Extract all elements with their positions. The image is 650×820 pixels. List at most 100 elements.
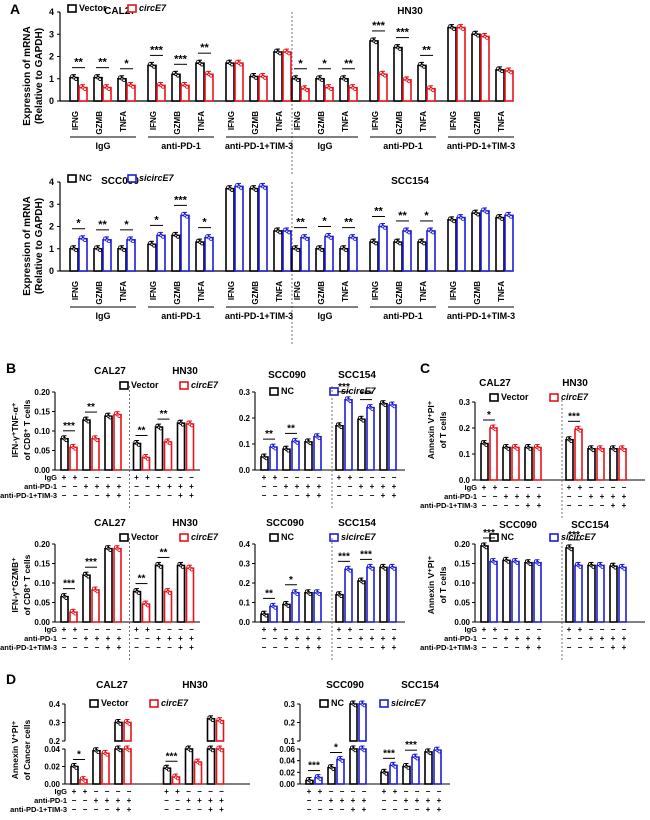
- sig-mark: **: [344, 58, 353, 70]
- gene-label: TNFA: [419, 111, 428, 132]
- data-point: [200, 62, 204, 67]
- treatment-sign: +: [94, 796, 99, 805]
- bar-control: [480, 545, 489, 623]
- y-axis-label: Expression of mRNA: [22, 26, 33, 125]
- y-tick-label: 0.4: [49, 700, 61, 709]
- bar-treatment: [180, 214, 190, 272]
- data-point: [239, 186, 243, 190]
- treatment-sign: +: [189, 482, 194, 491]
- treatment-sign: +: [167, 482, 172, 491]
- bar-treatment: [185, 567, 195, 623]
- data-point: [127, 748, 132, 753]
- treatment-sign: +: [273, 473, 278, 482]
- data-point: [383, 403, 388, 408]
- treatment-sign: +: [156, 482, 161, 491]
- bar-control: [417, 64, 427, 102]
- data-point: [176, 235, 180, 239]
- data-point: [484, 443, 489, 447]
- data-point: [176, 74, 180, 78]
- data-point: [600, 565, 605, 569]
- y-tick-label: 0.06: [279, 745, 295, 754]
- treatment-sign: +: [381, 643, 386, 652]
- bar-control: [176, 422, 186, 471]
- treatment-sign: −: [393, 805, 398, 814]
- y-axis-label-sub: of CD8⁺ T cells: [22, 399, 32, 460]
- bar-treatment: [388, 566, 397, 623]
- bar-control: [69, 76, 79, 102]
- treatment-sign: +: [415, 796, 420, 805]
- treatment-sign: −: [175, 805, 180, 814]
- bar-treatment: [113, 413, 122, 471]
- cell-line-title: CAL27: [94, 518, 126, 529]
- data-point: [278, 230, 282, 235]
- treatment-sign: +: [526, 501, 531, 510]
- legend-label-treatment: circE7: [561, 392, 589, 402]
- data-point: [509, 215, 513, 219]
- treatment-sign: +: [219, 796, 224, 805]
- gene-label: TNFA: [497, 111, 506, 132]
- bar-control: [69, 247, 79, 272]
- treatment-sign: +: [317, 482, 322, 491]
- treatment-sign: +: [95, 634, 100, 643]
- treatment-sign: +: [295, 634, 300, 643]
- treatment-sign: −: [329, 787, 334, 796]
- bar-treatment: [126, 239, 136, 272]
- sig-mark: ***: [360, 549, 372, 560]
- treatment-sign: +: [117, 482, 122, 491]
- treatment-sign: −: [537, 625, 542, 634]
- data-point: [415, 756, 420, 761]
- treatment-sign: −: [578, 501, 583, 510]
- data-point: [287, 230, 291, 235]
- data-point: [107, 87, 111, 91]
- treatment-sign: −: [134, 643, 139, 652]
- y-tick-label: 1: [49, 244, 54, 254]
- treatment-sign: −: [370, 643, 375, 652]
- y-tick-label: 0.1: [239, 440, 251, 449]
- data-point: [393, 765, 398, 769]
- treatment-sign: −: [359, 473, 364, 482]
- treatment-sign: +: [273, 625, 278, 634]
- data-point: [145, 457, 150, 461]
- data-point: [118, 748, 123, 753]
- treatment-sign: −: [578, 634, 583, 643]
- treatment-sign: +: [337, 625, 342, 634]
- treatment-sign: +: [72, 787, 77, 796]
- data-point: [537, 562, 542, 567]
- bar-treatment: [426, 230, 436, 272]
- bar-treatment: [344, 398, 353, 471]
- y-tick-label: 0.00: [34, 618, 50, 627]
- legend-swatch-treatment: [379, 699, 389, 708]
- bar-control: [225, 62, 235, 102]
- bar-treatment: [378, 73, 388, 102]
- bar-control: [471, 212, 481, 272]
- treatment-sign: −: [404, 805, 409, 814]
- gene-label: GZMB: [95, 281, 104, 305]
- data-point: [374, 241, 378, 246]
- bar-treatment: [344, 568, 353, 623]
- treatment-sign: −: [73, 634, 78, 643]
- treatment-sign: −: [337, 491, 342, 500]
- treatment-sign: +: [284, 634, 289, 643]
- data-point: [383, 74, 387, 78]
- bar-control: [117, 77, 127, 102]
- legend-swatch-treatment: [549, 393, 559, 402]
- cell-line-title: SCC154: [338, 370, 376, 381]
- bar-control: [249, 75, 259, 102]
- bar-treatment: [511, 446, 520, 481]
- y-tick-label: 0.05: [454, 599, 470, 608]
- data-point: [209, 237, 213, 241]
- data-point: [189, 567, 194, 572]
- data-point: [591, 565, 596, 569]
- sig-mark: **: [74, 57, 83, 69]
- treatment-sign: −: [273, 482, 278, 491]
- bar-treatment: [101, 752, 110, 785]
- bar-treatment: [291, 440, 300, 471]
- y-axis-label-sub: of T cells: [438, 411, 448, 448]
- bar-treatment: [456, 26, 466, 102]
- treatment-sign: −: [381, 625, 386, 634]
- legend-swatch-treatment: [127, 4, 137, 13]
- data-point: [230, 62, 234, 67]
- data-point: [407, 79, 411, 84]
- treatment-sign: +: [197, 796, 202, 805]
- treatment-sign: −: [567, 501, 572, 510]
